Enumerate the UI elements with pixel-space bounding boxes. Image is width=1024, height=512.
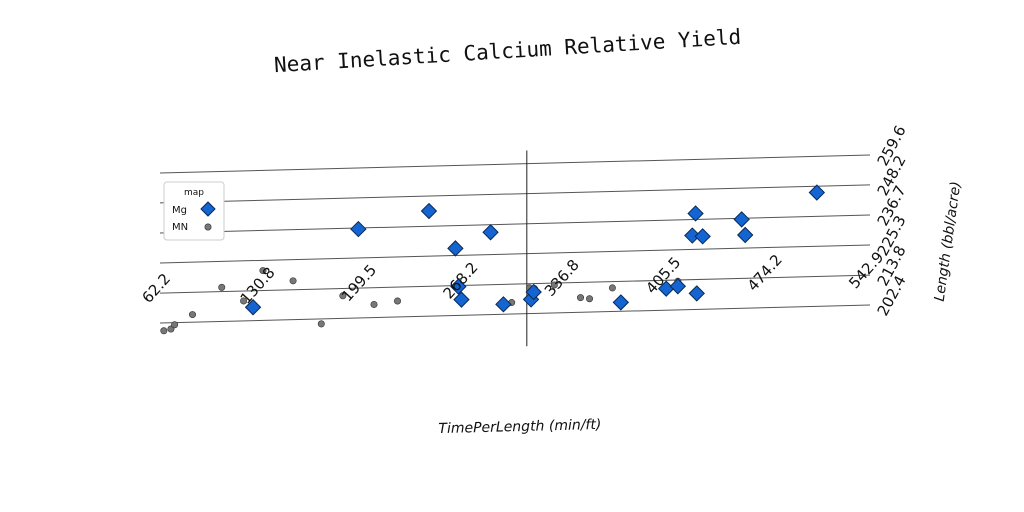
mg-point [688,285,705,302]
mn-point [188,311,196,319]
mn-point [394,297,402,305]
x-tick-label: 130.8 [237,264,279,308]
legend: map Mg MN [163,181,225,241]
gridline-y-0 [159,304,871,324]
mn-point [160,327,168,335]
mg-point [525,283,542,301]
mg-point [808,184,826,201]
series-mg [244,184,826,316]
mg-point [736,226,754,244]
mg-point [450,278,467,295]
legend-title: map [184,188,204,198]
y-axis-label: Length (bbl/acre) [932,180,965,302]
mn-point [339,292,347,300]
mg-point [612,294,630,311]
mn-point [218,283,226,291]
gridline-y-2 [159,244,871,264]
mn-point [289,277,297,285]
mg-point [687,205,704,222]
gridline-y-5 [159,154,871,174]
mg-point [669,278,687,295]
series-mn [160,267,682,335]
legend-marker-mn [204,223,212,231]
mg-point [244,299,262,316]
x-tick-label: 336.8 [541,256,583,300]
mg-point [684,227,701,244]
mn-point [586,295,594,303]
x-tick-label: 199.5 [338,261,380,305]
mn-point [171,321,179,329]
gridline-y-3 [159,214,871,234]
mg-point [482,224,499,241]
mg-point [453,291,470,308]
legend-entry-mg: Mg [172,205,187,216]
mg-point [420,202,438,220]
gridline-y-4 [159,184,871,204]
chart-title: Near Inelastic Calcium Relative Yield [273,25,741,78]
gridline-y-1 [159,274,871,294]
mn-point [550,281,558,289]
mn-point [317,320,325,328]
mg-point [350,220,367,238]
mg-point [733,211,750,228]
mn-point [577,294,585,302]
x-tick-label: 62.2 [138,270,174,307]
legend-marker-mg [200,201,216,217]
mn-point [370,300,378,308]
mn-point [608,284,616,292]
x-axis-label: TimePerLength (min/ft) [438,417,601,437]
plot-area: 62.2 130.8 199.5 268.2 336.8 405.5 474.2 542.9 … [138,123,910,347]
mg-point [694,228,711,245]
mn-point [259,267,267,275]
gridlines [159,154,871,324]
x-tick-label: 474.2 [744,251,786,295]
mn-point [240,297,248,305]
mg-point [447,240,464,257]
mg-point [495,296,512,313]
legend-entry-mn: MN [172,222,188,233]
